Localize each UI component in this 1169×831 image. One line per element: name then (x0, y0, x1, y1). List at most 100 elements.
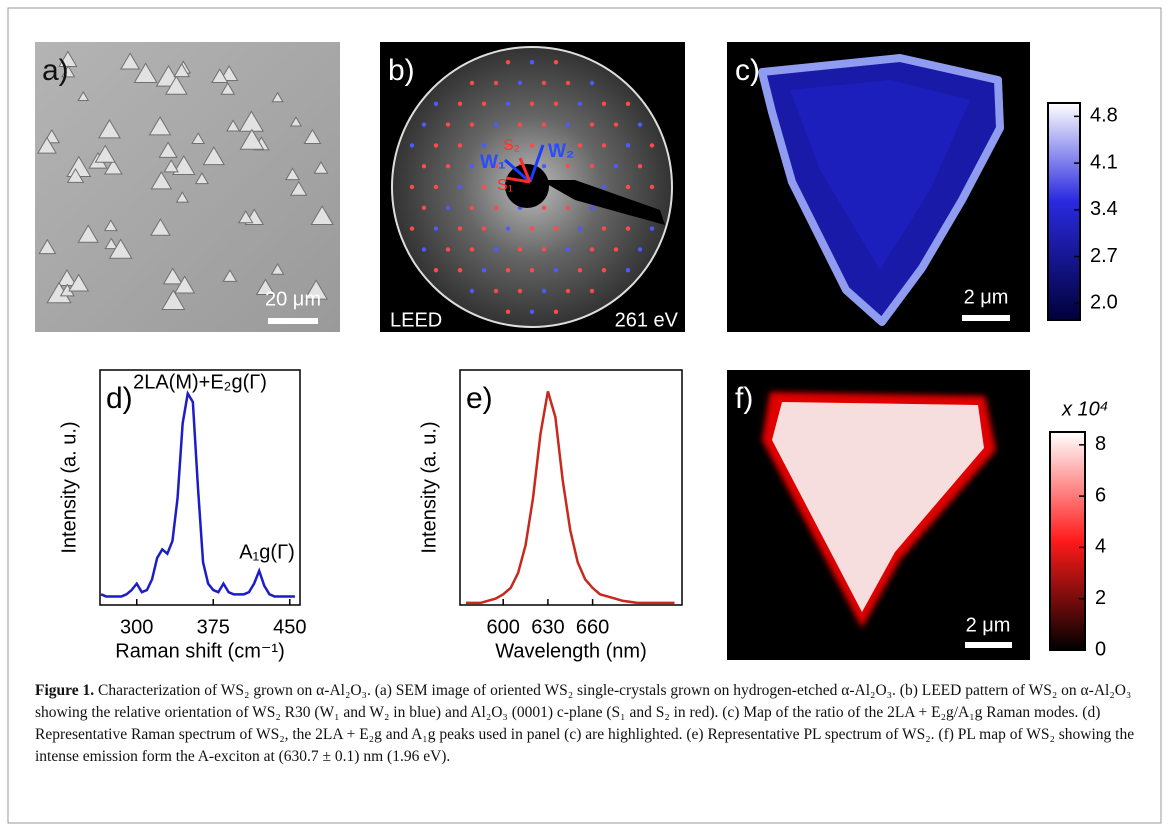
scale-bar-label: 2 μm (966, 614, 1011, 636)
spot (589, 122, 595, 127)
crystal (239, 128, 265, 150)
caption: Figure 1. Characterization of WS₂ grown … (35, 680, 1135, 768)
spot (541, 122, 547, 127)
crystal (66, 168, 85, 183)
spot (457, 268, 463, 273)
spot (601, 143, 607, 148)
spot (637, 164, 643, 169)
crystal (148, 116, 172, 136)
spot (481, 101, 487, 107)
spot (553, 60, 559, 65)
plot-frame (99, 369, 301, 606)
spot (649, 226, 655, 231)
y-axis-label: Intensity (a. u.) (58, 421, 80, 553)
crystal (289, 116, 302, 127)
panel-label: b) (388, 54, 415, 87)
caption-text: Characterization of WS₂ grown on α-Al₂O₃… (35, 682, 1135, 765)
vector-label: S₂ (503, 137, 520, 154)
y-axis-label: Intensity (a. u.) (418, 421, 440, 553)
spot (625, 268, 631, 273)
x-tick-label: 630 (531, 616, 564, 638)
spot (433, 143, 439, 148)
crystal (304, 279, 329, 300)
crystal (36, 136, 57, 154)
spot (577, 268, 583, 273)
spot (529, 309, 535, 314)
spot (529, 60, 535, 65)
crystal (303, 128, 322, 145)
crystal (103, 219, 118, 232)
vector-label: W₂ (548, 141, 574, 162)
spot (565, 164, 571, 169)
colorbar-tick-label: 0 (1095, 638, 1106, 660)
spot (553, 226, 559, 231)
spot (517, 122, 523, 127)
spot (505, 226, 511, 231)
spot (565, 247, 571, 252)
spot (601, 184, 607, 190)
electron-gun (505, 164, 549, 208)
spot (421, 122, 427, 127)
crystal (191, 132, 206, 145)
colorbar-tick-label: 6 (1095, 484, 1106, 506)
spot (469, 247, 475, 252)
crystal (61, 65, 76, 78)
spot (445, 247, 451, 252)
spot (613, 247, 619, 252)
x-tick-label: 375 (197, 616, 230, 638)
colorbar-tick-label: 2.7 (1090, 245, 1118, 267)
spot (529, 101, 535, 107)
crystal (94, 144, 116, 163)
spot (505, 60, 511, 65)
crystal (161, 289, 186, 310)
spot (433, 226, 439, 231)
x-tick-label: 300 (120, 616, 153, 638)
energy-label: 261 eV (615, 309, 679, 331)
panel-label: c) (735, 54, 760, 87)
panel-label: e) (466, 382, 493, 415)
spot (553, 101, 559, 107)
frame (7, 7, 1162, 824)
crystal (175, 191, 189, 203)
spot (421, 164, 427, 169)
spot (625, 143, 631, 148)
crystal (103, 158, 123, 175)
colorbar-tick-label: 2.0 (1090, 292, 1118, 314)
colorbar (1049, 431, 1086, 651)
spot (625, 101, 631, 107)
spot (493, 80, 499, 86)
caption-label: Figure 1. (35, 682, 95, 699)
spot (541, 247, 547, 252)
colorbar-tick-label: 4 (1095, 536, 1106, 558)
spot (493, 122, 499, 127)
spot (469, 122, 475, 127)
spot (637, 247, 643, 252)
spot (493, 247, 499, 252)
crystal (220, 82, 236, 95)
crystal (211, 68, 229, 83)
spot (517, 80, 523, 86)
spot (529, 226, 535, 231)
crystal (104, 237, 119, 250)
spot (625, 226, 631, 231)
spot (589, 247, 595, 252)
panel-label: f) (735, 382, 753, 415)
spot (625, 184, 631, 190)
colorbar-tick-label: 3.4 (1090, 198, 1118, 220)
spot (481, 226, 487, 231)
spot (541, 80, 547, 86)
crystal (68, 273, 90, 292)
crystal (150, 170, 173, 190)
crystal (150, 218, 171, 236)
spot (445, 122, 451, 127)
spot (517, 288, 523, 294)
spot (565, 205, 571, 210)
crystal (98, 118, 121, 139)
spot (433, 268, 439, 273)
panel-label: a) (42, 54, 69, 87)
spot (589, 288, 595, 294)
crystal (313, 161, 329, 174)
spot (409, 226, 415, 231)
